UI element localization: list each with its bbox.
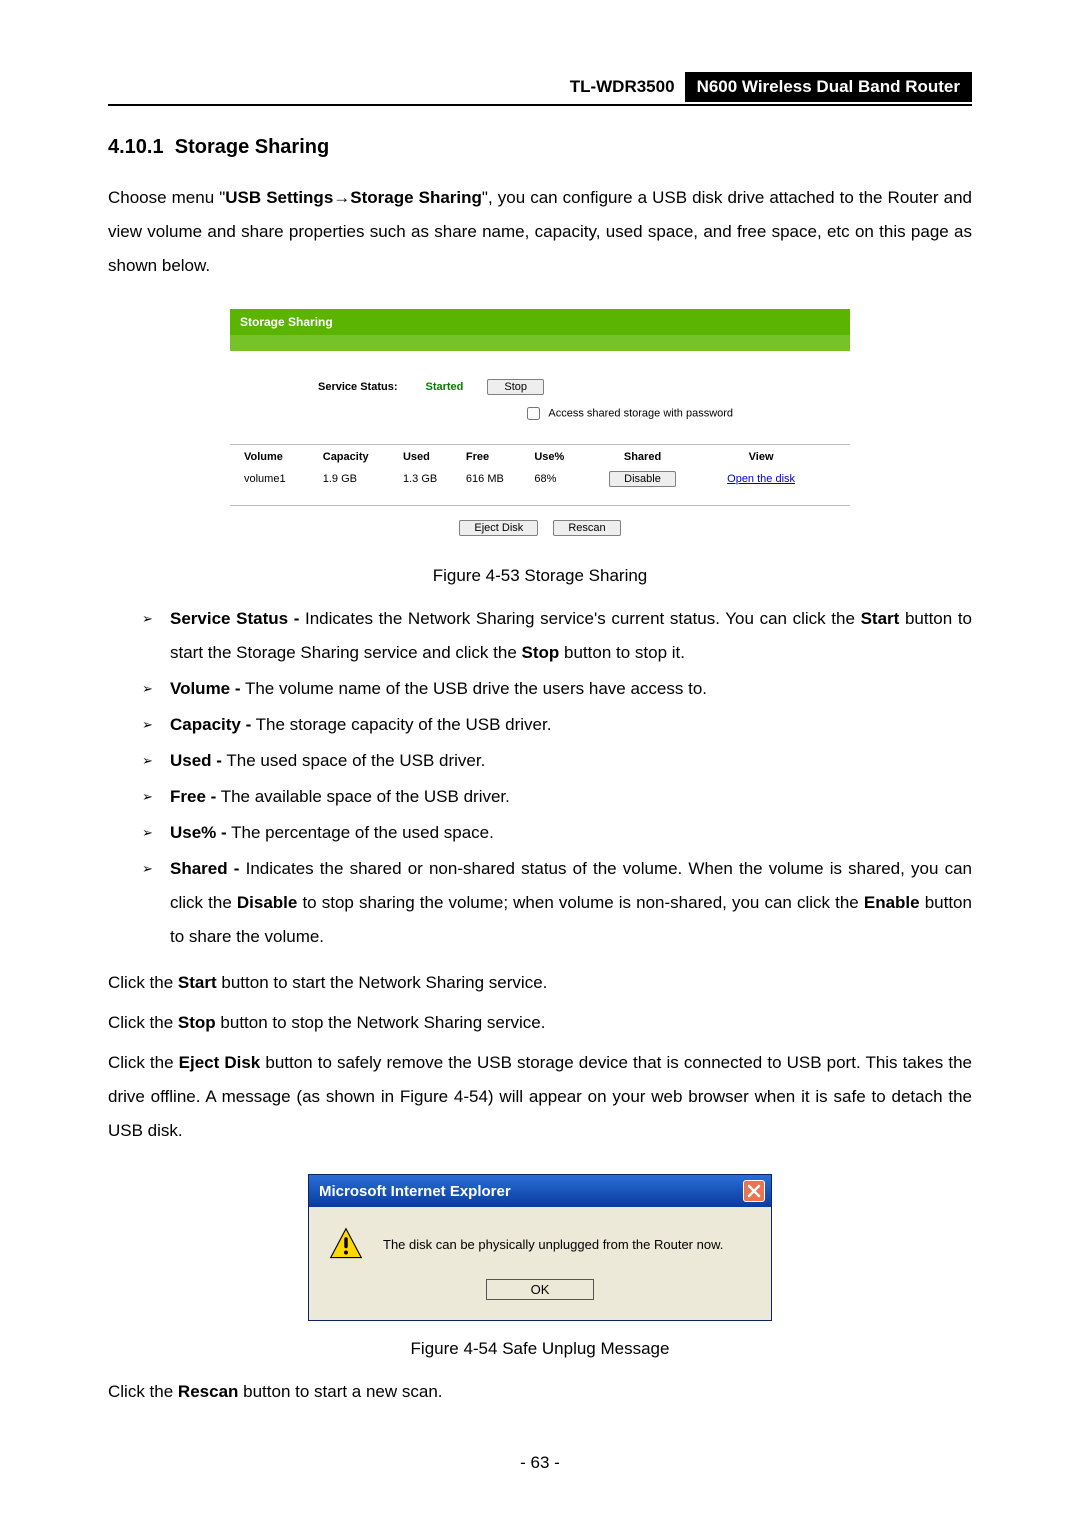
bullet-list: Service Status - Indicates the Network S… (108, 602, 972, 954)
col-volume: Volume (230, 445, 319, 470)
ie-message: The disk can be physically unplugged fro… (383, 1237, 723, 1252)
table-row: volume1 1.9 GB 1.3 GB 616 MB 68% Disable… (230, 469, 850, 505)
stop-button[interactable]: Stop (487, 379, 544, 395)
section-number: 4.10.1 (108, 136, 164, 158)
page-number: - 63 - (108, 1453, 972, 1473)
cell-capacity: 1.9 GB (319, 469, 399, 505)
ie-dialog: Microsoft Internet Explorer The disk can… (308, 1174, 772, 1321)
ie-body: The disk can be physically unplugged fro… (309, 1207, 771, 1271)
model-name: TL-WDR3500 (570, 73, 685, 100)
list-item: Capacity - The storage capacity of the U… (142, 708, 972, 742)
ie-button-row: OK (309, 1271, 771, 1320)
ie-title-bar: Microsoft Internet Explorer (309, 1175, 771, 1207)
col-used: Used (399, 445, 462, 470)
access-password-checkbox[interactable] (527, 407, 540, 420)
cell-usepct: 68% (530, 469, 587, 505)
section-title: 4.10.1 Storage Sharing (108, 136, 972, 159)
section-name: Storage Sharing (175, 136, 329, 158)
eject-row: Eject Disk Rescan (230, 505, 850, 548)
service-status-label: Service Status: (318, 381, 397, 393)
open-disk-link[interactable]: Open the disk (727, 473, 795, 485)
eject-disk-button[interactable]: Eject Disk (459, 520, 538, 536)
access-password-row: Access shared storage with password (230, 401, 850, 444)
panel-title-bar: Storage Sharing (230, 309, 850, 335)
col-shared: Shared (587, 445, 698, 470)
rescan-button[interactable]: Rescan (553, 520, 620, 536)
cell-volume: volume1 (230, 469, 319, 505)
cell-used: 1.3 GB (399, 469, 462, 505)
access-password-label: Access shared storage with password (548, 407, 733, 419)
paragraph-stop: Click the Stop button to stop the Networ… (108, 1006, 972, 1040)
figure-53-caption: Figure 4-53 Storage Sharing (108, 566, 972, 586)
list-item: Service Status - Indicates the Network S… (142, 602, 972, 670)
paragraph-rescan: Click the Rescan button to start a new s… (108, 1375, 972, 1409)
col-usepct: Use% (530, 445, 587, 470)
col-view: View (698, 445, 850, 470)
storage-table: Volume Capacity Used Free Use% Shared Vi… (230, 444, 850, 505)
col-capacity: Capacity (319, 445, 399, 470)
paragraph-start: Click the Start button to start the Netw… (108, 966, 972, 1000)
figure-53: Storage Sharing Service Status: Started … (108, 309, 972, 586)
service-status-row: Service Status: Started Stop (230, 351, 850, 401)
panel-strip (230, 335, 850, 351)
list-item: Shared - Indicates the shared or non-sha… (142, 852, 972, 954)
col-free: Free (462, 445, 530, 470)
cell-view: Open the disk (698, 469, 850, 505)
paragraph-eject: Click the Eject Disk button to safely re… (108, 1046, 972, 1148)
disable-button[interactable]: Disable (609, 471, 676, 487)
figure-54-caption: Figure 4-54 Safe Unplug Message (108, 1339, 972, 1359)
warning-icon (329, 1227, 363, 1261)
page-header: TL-WDR3500N600 Wireless Dual Band Router (108, 72, 972, 106)
close-icon[interactable] (743, 1180, 765, 1202)
ie-title-text: Microsoft Internet Explorer (319, 1183, 511, 1200)
service-status-value: Started (425, 381, 463, 393)
model-desc: N600 Wireless Dual Band Router (685, 72, 972, 102)
cell-shared: Disable (587, 469, 698, 505)
ok-button[interactable]: OK (486, 1279, 595, 1300)
storage-sharing-panel: Storage Sharing Service Status: Started … (230, 309, 850, 548)
list-item: Free - The available space of the USB dr… (142, 780, 972, 814)
figure-54: Microsoft Internet Explorer The disk can… (108, 1174, 972, 1359)
list-item: Use% - The percentage of the used space. (142, 816, 972, 850)
list-item: Volume - The volume name of the USB driv… (142, 672, 972, 706)
intro-paragraph: Choose menu "USB Settings→Storage Sharin… (108, 181, 972, 283)
table-header-row: Volume Capacity Used Free Use% Shared Vi… (230, 445, 850, 470)
list-item: Used - The used space of the USB driver. (142, 744, 972, 778)
cell-free: 616 MB (462, 469, 530, 505)
